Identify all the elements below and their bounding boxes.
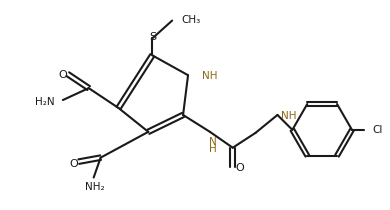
Text: H₂N: H₂N [35,97,55,107]
Text: H: H [209,144,217,154]
Text: NH: NH [282,111,297,121]
Text: O: O [235,163,244,173]
Text: O: O [69,159,78,169]
Text: NH: NH [202,71,218,81]
Text: O: O [58,70,67,80]
Text: CH₃: CH₃ [181,14,200,25]
Text: N: N [209,137,217,147]
Text: NH₂: NH₂ [85,182,105,192]
Text: S: S [150,33,157,42]
Text: Cl: Cl [373,125,383,135]
